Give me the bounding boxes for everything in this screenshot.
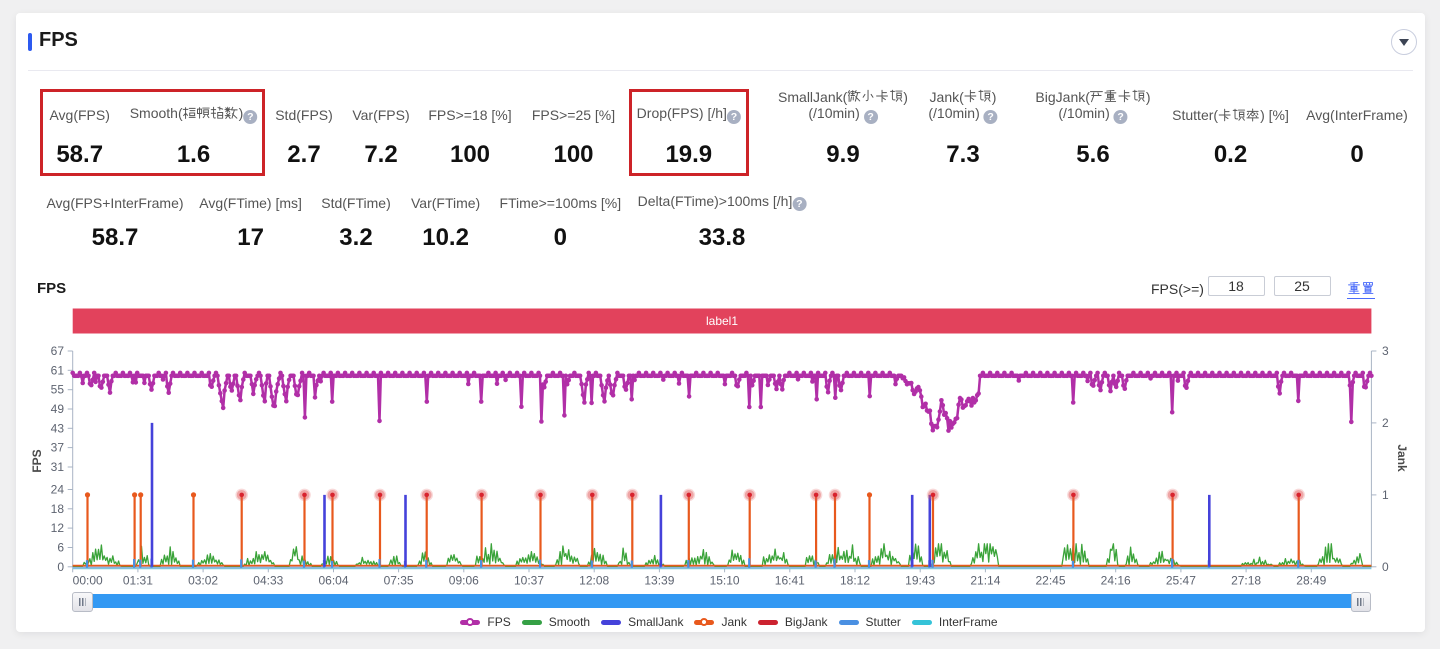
svg-text:22:45: 22:45	[1035, 574, 1065, 588]
svg-text:31: 31	[51, 460, 65, 474]
svg-text:27:18: 27:18	[1231, 574, 1261, 588]
svg-text:15:10: 15:10	[710, 574, 740, 588]
svg-text:0: 0	[57, 560, 64, 574]
svg-text:6: 6	[57, 541, 64, 555]
svg-text:16:41: 16:41	[775, 574, 805, 588]
svg-text:10:37: 10:37	[514, 574, 544, 588]
svg-text:24:16: 24:16	[1101, 574, 1131, 588]
svg-text:55: 55	[51, 383, 65, 397]
svg-text:19:43: 19:43	[905, 574, 935, 588]
svg-text:0: 0	[1382, 560, 1389, 574]
svg-text:43: 43	[51, 421, 65, 435]
svg-text:61: 61	[51, 363, 65, 377]
svg-text:04:33: 04:33	[253, 574, 283, 588]
svg-text:28:49: 28:49	[1296, 574, 1326, 588]
svg-text:1: 1	[1382, 488, 1389, 502]
svg-text:09:06: 09:06	[449, 574, 479, 588]
svg-text:2: 2	[1382, 416, 1389, 430]
svg-text:37: 37	[51, 441, 65, 455]
svg-text:07:35: 07:35	[384, 574, 414, 588]
svg-text:49: 49	[51, 402, 65, 416]
svg-text:21:14: 21:14	[970, 574, 1000, 588]
svg-text:12: 12	[51, 521, 65, 535]
svg-text:18:12: 18:12	[840, 574, 870, 588]
svg-text:06:04: 06:04	[318, 574, 348, 588]
svg-text:01:31: 01:31	[123, 574, 153, 588]
svg-text:03:02: 03:02	[188, 574, 218, 588]
svg-text:18: 18	[51, 502, 65, 516]
svg-text:13:39: 13:39	[644, 574, 674, 588]
svg-text:3: 3	[1382, 344, 1389, 358]
svg-text:12:08: 12:08	[579, 574, 609, 588]
svg-text:FPS: FPS	[30, 449, 44, 472]
svg-text:00:00: 00:00	[73, 574, 103, 588]
svg-text:25:47: 25:47	[1166, 574, 1196, 588]
svg-text:67: 67	[51, 344, 65, 358]
svg-text:Jank: Jank	[1395, 444, 1409, 472]
svg-text:label1: label1	[706, 314, 738, 328]
svg-text:24: 24	[51, 483, 65, 497]
